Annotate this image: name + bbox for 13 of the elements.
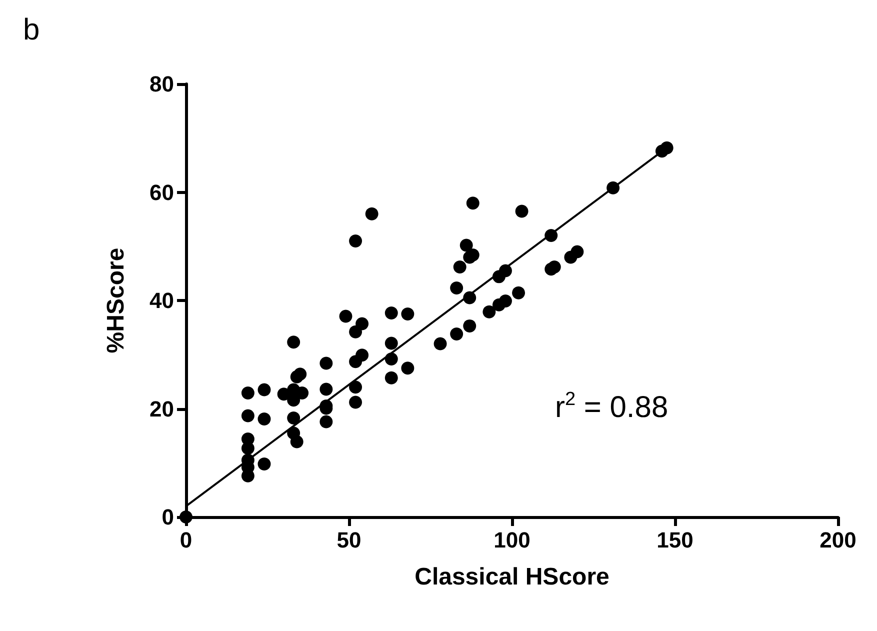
y-tick-label: 20 xyxy=(150,396,174,422)
x-tick-label: 200 xyxy=(820,528,856,552)
y-tick-label: 80 xyxy=(150,72,174,96)
x-tick-label: 0 xyxy=(180,528,192,552)
y-axis-title: %HScore xyxy=(102,248,130,354)
x-tick-label: 50 xyxy=(336,528,362,552)
chart-title: b xyxy=(23,14,40,46)
x-tick-label: 100 xyxy=(494,528,530,552)
x-axis-title: Classical HScore xyxy=(414,564,610,590)
y-tick-label: 0 xyxy=(162,504,174,530)
y-tick-label: 40 xyxy=(150,288,174,313)
y-tick-label: 60 xyxy=(150,180,174,205)
x-tick-label: 150 xyxy=(656,528,694,552)
